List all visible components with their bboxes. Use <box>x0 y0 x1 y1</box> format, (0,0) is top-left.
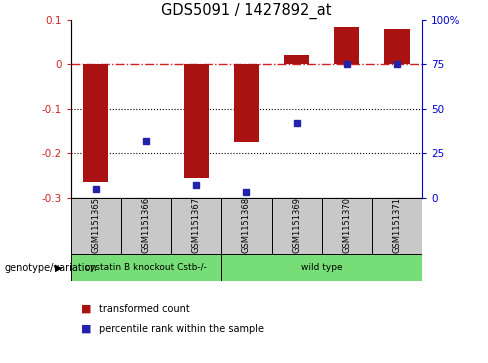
FancyBboxPatch shape <box>71 198 121 254</box>
Bar <box>385 29 409 65</box>
FancyBboxPatch shape <box>222 198 271 254</box>
Text: ▶: ▶ <box>55 263 62 273</box>
Bar <box>234 65 259 142</box>
FancyBboxPatch shape <box>71 254 222 281</box>
Text: GSM1151370: GSM1151370 <box>342 197 351 253</box>
Text: GSM1151365: GSM1151365 <box>91 197 101 253</box>
Bar <box>134 64 159 65</box>
Bar <box>334 26 359 65</box>
FancyBboxPatch shape <box>171 198 222 254</box>
Bar <box>284 55 309 65</box>
Text: transformed count: transformed count <box>99 303 190 314</box>
FancyBboxPatch shape <box>121 198 171 254</box>
Text: GSM1151366: GSM1151366 <box>142 197 151 253</box>
Bar <box>83 65 108 182</box>
Text: GSM1151367: GSM1151367 <box>192 197 201 253</box>
FancyBboxPatch shape <box>271 198 322 254</box>
Text: GSM1151368: GSM1151368 <box>242 197 251 253</box>
Text: ■: ■ <box>81 303 91 314</box>
Text: cystatin B knockout Cstb-/-: cystatin B knockout Cstb-/- <box>85 263 207 272</box>
Text: percentile rank within the sample: percentile rank within the sample <box>99 323 264 334</box>
Text: wild type: wild type <box>301 263 343 272</box>
Text: ■: ■ <box>81 323 91 334</box>
Title: GDS5091 / 1427892_at: GDS5091 / 1427892_at <box>161 3 332 19</box>
Text: GSM1151369: GSM1151369 <box>292 197 301 253</box>
Bar <box>183 65 209 178</box>
Text: GSM1151371: GSM1151371 <box>392 197 402 253</box>
FancyBboxPatch shape <box>222 254 422 281</box>
Text: genotype/variation: genotype/variation <box>5 263 98 273</box>
FancyBboxPatch shape <box>322 198 372 254</box>
FancyBboxPatch shape <box>372 198 422 254</box>
